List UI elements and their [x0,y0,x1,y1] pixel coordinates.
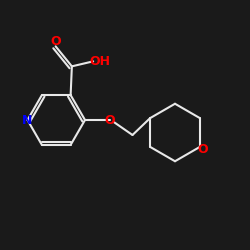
Text: O: O [105,114,115,126]
Text: N: N [22,114,33,126]
Text: OH: OH [89,55,110,68]
Text: O: O [197,143,208,156]
Text: O: O [50,35,61,48]
